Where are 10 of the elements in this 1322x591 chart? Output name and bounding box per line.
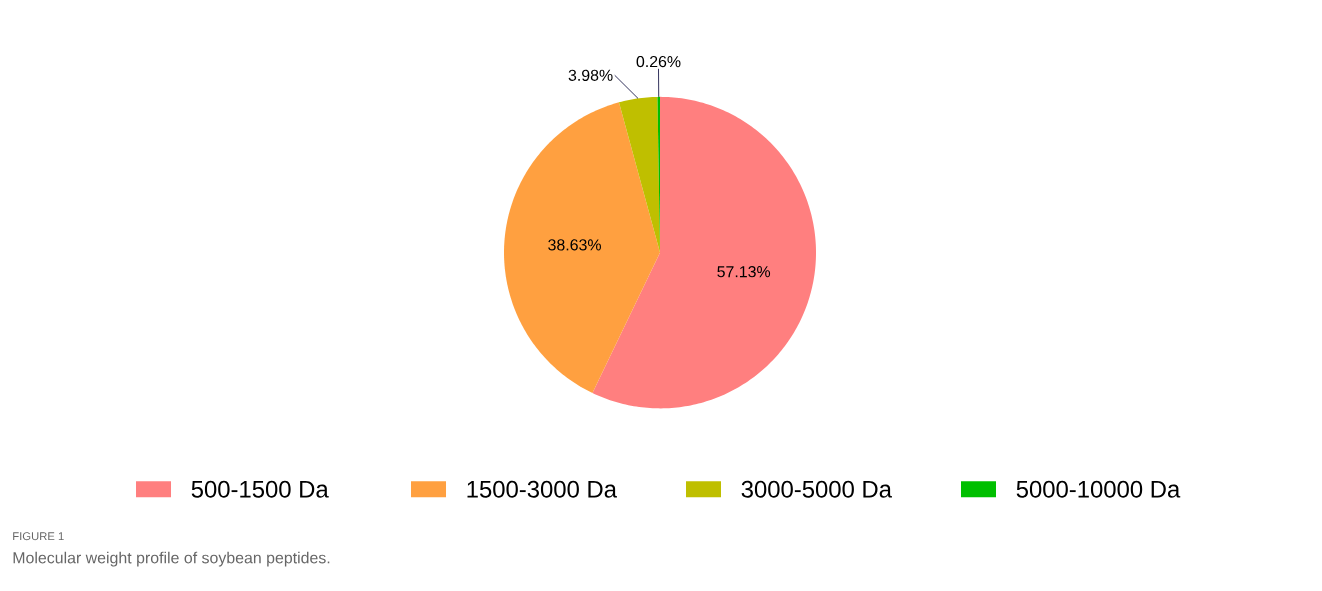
text: Molecular weight profile of soybean peptides.: [13, 551, 330, 567]
data-label: 38.63%: [548, 239, 601, 251]
data-label: 0.26%: [636, 55, 681, 68]
data-label: 3.98%: [568, 69, 613, 81]
data-label: 57.13%: [717, 265, 771, 278]
legend-label: 500-1500 Da: [191, 480, 329, 498]
legend-label: 1500-3000 Da: [467, 480, 617, 498]
legend-label: 5000-10000 Da: [1016, 480, 1181, 498]
caption: FIGURE 1: [13, 532, 64, 541]
legend-label: 3000-5000 Da: [741, 480, 892, 498]
